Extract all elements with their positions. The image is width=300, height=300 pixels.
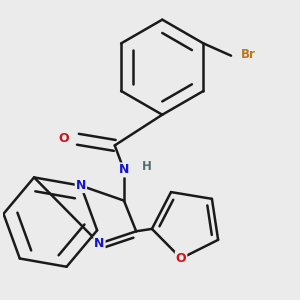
Text: N: N <box>94 237 105 250</box>
Text: O: O <box>176 252 186 265</box>
Text: H: H <box>142 160 152 173</box>
Text: Br: Br <box>241 48 255 61</box>
Text: N: N <box>76 179 86 192</box>
Text: N: N <box>119 164 129 176</box>
Text: O: O <box>58 132 68 145</box>
